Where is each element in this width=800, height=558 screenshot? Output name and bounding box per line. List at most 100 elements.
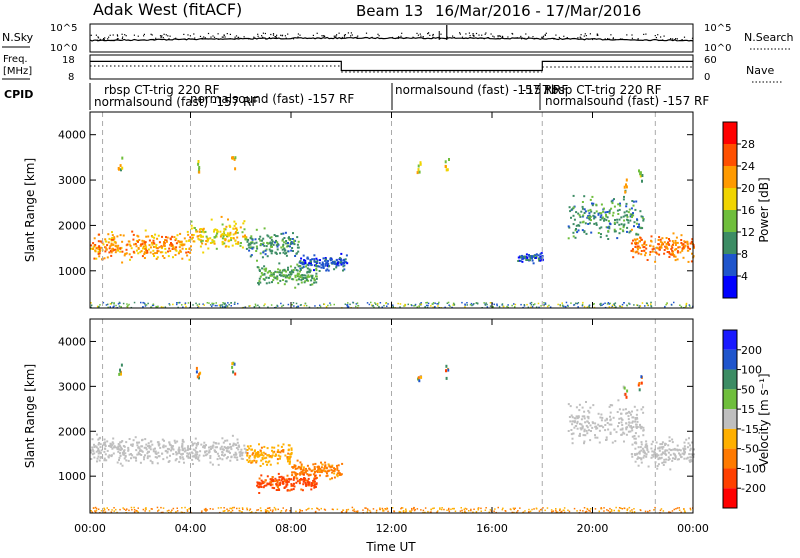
power-cell <box>632 214 635 217</box>
velocity-cell <box>193 455 195 458</box>
velocity-cell <box>118 459 120 461</box>
velocity-cell <box>642 449 645 452</box>
power-cell <box>258 277 261 280</box>
power-cell <box>260 243 262 246</box>
power-cell <box>295 252 298 255</box>
nsky-point <box>365 32 368 34</box>
velocity-ground-cell <box>248 509 251 512</box>
nsky-point <box>643 33 645 35</box>
velocity-cell <box>598 425 601 428</box>
velocity-ground-cell <box>113 507 115 509</box>
power-cell <box>254 238 257 241</box>
power-cell <box>671 252 674 255</box>
velocity-cell <box>181 444 184 447</box>
power-cell <box>221 243 224 246</box>
velocity-cell <box>188 448 191 451</box>
velocity-cell <box>261 453 264 456</box>
nsky-point <box>472 37 474 39</box>
power-ground-cell <box>276 304 278 307</box>
velocity-cell <box>620 421 623 424</box>
velocity-cell <box>127 459 130 462</box>
velocity-cell <box>333 476 336 479</box>
velocity-cell <box>178 450 181 453</box>
power-cell <box>624 190 627 194</box>
power-cell <box>132 238 135 241</box>
power-cell <box>255 250 258 252</box>
velocity-ground-cell <box>205 507 207 510</box>
velocity-cell <box>120 448 123 451</box>
power-cell <box>253 242 256 245</box>
power-cell <box>229 231 232 234</box>
velocity-cell <box>188 456 191 459</box>
velocity-cell <box>685 438 688 441</box>
nsky-point <box>229 38 231 40</box>
power-ground-cell <box>223 306 226 308</box>
velocity-cell <box>234 451 237 454</box>
velocity-ground-cell <box>606 509 608 511</box>
power-cell <box>333 261 336 264</box>
power-ground-cell <box>291 304 293 306</box>
power-cell <box>154 252 157 255</box>
nsky-point <box>610 34 612 36</box>
velocity-ground-cell <box>137 507 139 509</box>
power-cell <box>307 279 310 282</box>
velocity-cell <box>109 443 112 446</box>
power-cell <box>541 258 544 261</box>
power-cell <box>639 236 642 239</box>
power-ground-cell <box>588 305 590 307</box>
velocity-cell <box>103 457 106 460</box>
power-cell <box>110 254 113 257</box>
velocity-cell <box>262 482 265 484</box>
velocity-cell <box>660 453 663 456</box>
power-cell <box>677 246 680 249</box>
velocity-ground-cell <box>443 508 445 511</box>
nsky-left-tick-top: 10^5 <box>50 23 77 34</box>
power-cell <box>283 249 286 252</box>
power-ground-cell <box>434 306 436 308</box>
velocity-cell <box>300 463 303 466</box>
power-cell <box>162 243 165 245</box>
velocity-cell <box>187 456 190 459</box>
power-cell <box>249 246 252 249</box>
power-cell <box>632 256 635 259</box>
velocity-ground-cell <box>382 510 384 512</box>
power-ground-cell <box>392 304 394 306</box>
velocity-cell <box>127 449 130 452</box>
velocity-cell <box>271 486 274 489</box>
velocity-cell <box>116 461 119 464</box>
velocity-cell <box>221 458 224 461</box>
nsky-point <box>284 35 286 37</box>
power-cell <box>608 212 611 215</box>
velocity-ground-cell <box>212 508 214 510</box>
power-ground-cell <box>299 304 302 306</box>
power-cell <box>153 236 156 239</box>
power-cell <box>301 263 304 266</box>
power-ground-cell <box>223 303 225 305</box>
power-cell <box>108 237 111 240</box>
velocity-ground-cell <box>465 508 468 510</box>
nsky-point <box>159 35 162 37</box>
velocity-cell <box>154 450 157 453</box>
power-cell <box>616 209 619 212</box>
power-ground-cell <box>685 302 688 305</box>
nsky-point <box>275 36 277 38</box>
power-cell <box>341 261 344 264</box>
power-ground-cell <box>230 305 232 307</box>
power-cell <box>289 245 291 248</box>
velocity-cell <box>225 457 228 460</box>
velocity-cell <box>631 429 634 432</box>
velocity-cell <box>110 446 113 448</box>
power-cell <box>261 256 264 259</box>
velocity-colorbar-tick-label: -100 <box>741 462 766 475</box>
velocity-cell <box>214 450 216 452</box>
velocity-ground-cell <box>678 509 681 511</box>
velocity-cell <box>271 446 274 449</box>
power-cell <box>185 251 188 254</box>
power-cell <box>233 220 236 223</box>
velocity-cell <box>302 469 304 472</box>
power-cell <box>269 250 272 253</box>
power-cell <box>274 277 277 280</box>
velocity-cell <box>177 448 180 451</box>
power-ground-cell <box>160 306 163 308</box>
